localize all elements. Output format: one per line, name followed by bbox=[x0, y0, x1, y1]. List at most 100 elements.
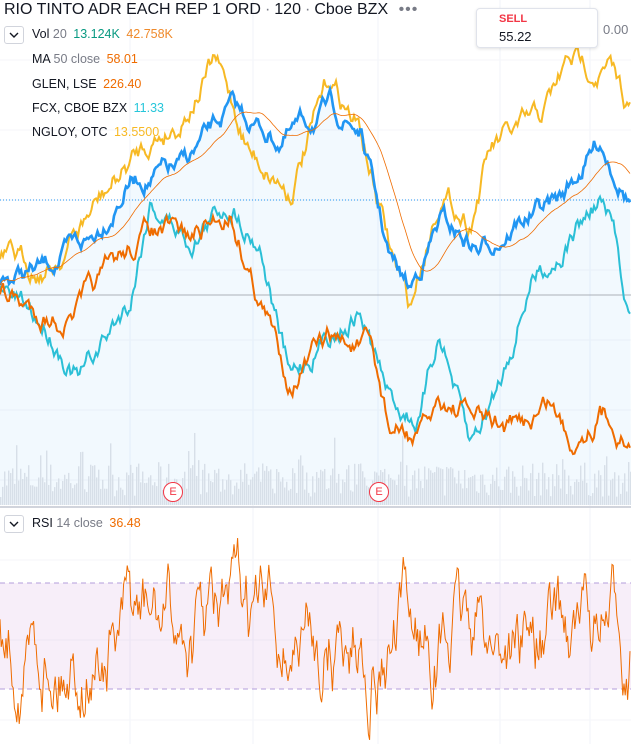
volume-bar bbox=[216, 473, 218, 505]
compare-name: GLEN, LSE bbox=[32, 77, 97, 91]
volume-bar bbox=[370, 493, 372, 505]
collapse-button[interactable] bbox=[4, 26, 24, 44]
volume-bar bbox=[478, 492, 480, 505]
volume-bar bbox=[104, 488, 106, 505]
volume-bar bbox=[294, 473, 296, 505]
volume-bar bbox=[0, 496, 2, 505]
volume-bar bbox=[34, 486, 36, 505]
volume-bar bbox=[302, 465, 304, 505]
volume-bar bbox=[86, 491, 88, 505]
volume-bar bbox=[292, 468, 294, 505]
volume-bar bbox=[466, 488, 468, 505]
volume-bar bbox=[96, 477, 98, 505]
volume-bar bbox=[556, 464, 558, 505]
volume-bar bbox=[564, 469, 566, 505]
volume-bar bbox=[482, 474, 484, 505]
volume-bar bbox=[546, 489, 548, 505]
volume-bar bbox=[98, 469, 100, 505]
volume-bar bbox=[122, 489, 124, 505]
volume-bar bbox=[544, 473, 546, 505]
volume-bar bbox=[50, 464, 52, 505]
exchange: Cboe BZX bbox=[314, 1, 389, 18]
volume-bar bbox=[408, 496, 410, 505]
volume-bar bbox=[88, 476, 90, 505]
volume-bar bbox=[424, 466, 426, 505]
rsi-params: 14 close bbox=[56, 516, 103, 530]
volume-bar bbox=[428, 468, 430, 505]
collapse-button[interactable] bbox=[4, 515, 24, 533]
volume-bar bbox=[298, 459, 300, 505]
earnings-marker[interactable]: E bbox=[163, 482, 183, 502]
volume-bar bbox=[356, 484, 358, 505]
volume-bar bbox=[534, 496, 536, 505]
volume-bar bbox=[106, 488, 108, 505]
volume-bar bbox=[492, 474, 494, 505]
volume-bar bbox=[66, 478, 68, 505]
volume-bar bbox=[208, 473, 210, 505]
volume-bar bbox=[242, 481, 244, 505]
volume-bar bbox=[620, 493, 622, 505]
compare-line bbox=[0, 194, 631, 443]
volume-bar bbox=[576, 479, 578, 505]
volume-bar bbox=[20, 468, 22, 505]
volume-bar bbox=[432, 472, 434, 505]
volume-bar bbox=[582, 480, 584, 505]
volume-bar bbox=[604, 465, 606, 505]
volume-bar bbox=[354, 463, 356, 505]
vol-params: 20 bbox=[52, 27, 67, 41]
volume-bar bbox=[12, 468, 14, 505]
volume-bar bbox=[562, 459, 564, 505]
volume-bar bbox=[538, 472, 540, 505]
volume-bar bbox=[286, 481, 288, 505]
volume-bar bbox=[342, 479, 344, 505]
volume-bar bbox=[304, 489, 306, 505]
volume-bar bbox=[442, 469, 444, 505]
volume-bar bbox=[532, 463, 534, 505]
volume-bar bbox=[338, 473, 340, 505]
volume-bar bbox=[260, 481, 262, 505]
volume-bar bbox=[22, 479, 24, 505]
volume-bar bbox=[566, 494, 568, 505]
volume-bar bbox=[490, 483, 492, 505]
volume-bar bbox=[42, 477, 44, 505]
volume-bar bbox=[450, 467, 452, 505]
volume-bar bbox=[360, 463, 362, 505]
volume-bar bbox=[162, 490, 164, 505]
volume-bar bbox=[46, 450, 48, 505]
volume-bar bbox=[90, 464, 92, 505]
volume-bar bbox=[196, 475, 198, 505]
volume-bar bbox=[324, 468, 326, 505]
volume-bar bbox=[184, 471, 186, 505]
sell-button[interactable]: SELL 55.22 bbox=[476, 8, 598, 48]
volume-bar bbox=[364, 477, 366, 505]
volume-bar bbox=[510, 492, 512, 505]
volume-bar bbox=[154, 482, 156, 505]
volume-bar bbox=[120, 487, 122, 505]
volume-bar bbox=[410, 489, 412, 505]
volume-bar bbox=[448, 468, 450, 505]
ma-value: 58.01 bbox=[106, 52, 138, 66]
compare-name: FCX, CBOE BZX bbox=[32, 101, 128, 115]
sell-price: 55.22 bbox=[499, 29, 532, 44]
volume-bar bbox=[416, 488, 418, 505]
volume-bar bbox=[530, 473, 532, 505]
volume-bar bbox=[188, 451, 190, 505]
volume-bar bbox=[436, 466, 438, 505]
volume-bar bbox=[392, 479, 394, 505]
volume-bar bbox=[496, 467, 498, 505]
volume-bar bbox=[590, 496, 592, 505]
volume-bar bbox=[320, 469, 322, 505]
volume-bar bbox=[190, 468, 192, 505]
volume-bar bbox=[526, 478, 528, 505]
vol-ma-value: 42.758K bbox=[126, 27, 173, 41]
earnings-marker[interactable]: E bbox=[369, 482, 389, 502]
volume-bar bbox=[244, 463, 246, 505]
volume-bar bbox=[476, 491, 478, 505]
volume-bar bbox=[54, 487, 56, 505]
volume-bar bbox=[238, 488, 240, 505]
volume-bar bbox=[74, 484, 76, 505]
volume-bar bbox=[234, 485, 236, 505]
volume-bar bbox=[502, 490, 504, 505]
volume-bar bbox=[606, 456, 608, 505]
volume-bar bbox=[330, 475, 332, 505]
